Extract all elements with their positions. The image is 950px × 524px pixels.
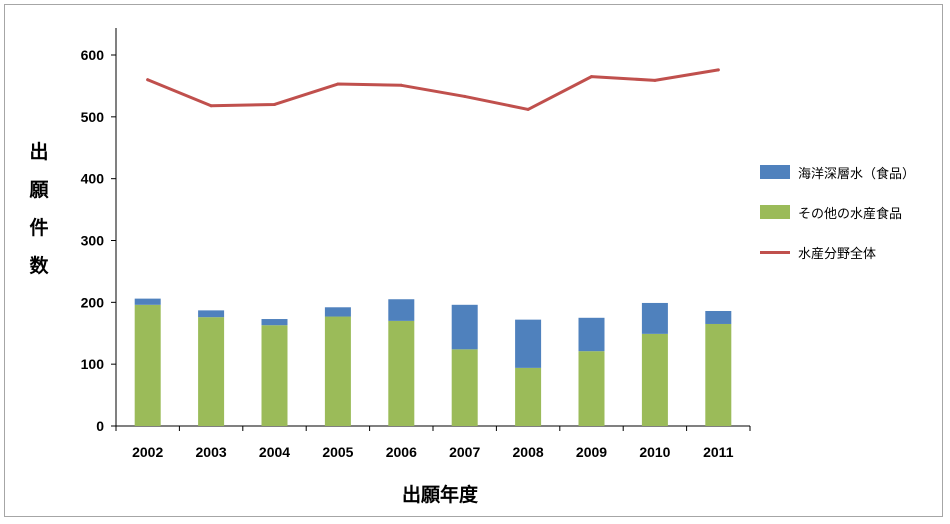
legend-label: 海洋深層水（食品） bbox=[798, 166, 916, 182]
bar-other-seafood bbox=[261, 325, 288, 426]
x-tick-label: 2010 bbox=[639, 444, 670, 460]
line-point bbox=[399, 83, 403, 87]
bar-deep-sea-water bbox=[705, 310, 732, 324]
line-point bbox=[146, 78, 150, 82]
x-tick-label: 2003 bbox=[196, 444, 227, 460]
y-axis-label: 出 願 件 数 bbox=[22, 140, 56, 278]
y-axis-label-char: 数 bbox=[29, 255, 49, 277]
y-tick-label: 400 bbox=[81, 171, 105, 187]
y-axis-label-char: 件 bbox=[29, 217, 49, 239]
bar-deep-sea-water bbox=[578, 317, 605, 352]
legend-swatch bbox=[760, 250, 790, 254]
bar-deep-sea-water bbox=[134, 298, 161, 305]
x-tick-label: 2004 bbox=[259, 444, 290, 460]
y-tick-label: 200 bbox=[81, 294, 105, 310]
bar-other-seafood bbox=[515, 367, 542, 426]
x-axis-label: 出願年度 bbox=[401, 484, 478, 506]
x-tick-label: 2005 bbox=[322, 444, 353, 460]
y-tick-label: 500 bbox=[81, 109, 105, 125]
legend-item-other-seafood: その他の水産食品 bbox=[760, 202, 915, 222]
line-point bbox=[653, 78, 657, 82]
bar-other-seafood bbox=[578, 351, 605, 426]
y-tick-label: 100 bbox=[81, 356, 105, 372]
line-point bbox=[590, 75, 593, 79]
line-point bbox=[716, 68, 720, 72]
x-tick-label: 2011 bbox=[703, 444, 734, 460]
bar-deep-sea-water bbox=[388, 299, 415, 321]
y-axis-label-char: 出 bbox=[29, 141, 49, 163]
bar-deep-sea-water bbox=[198, 310, 225, 318]
x-tick-label: 2008 bbox=[513, 444, 544, 460]
legend-item-fisheries-total: 水産分野全体 bbox=[760, 242, 915, 262]
bar-other-seafood bbox=[641, 333, 668, 426]
bar-other-seafood bbox=[134, 304, 161, 426]
bar-other-seafood bbox=[705, 323, 732, 426]
bar-other-seafood bbox=[324, 316, 351, 426]
x-tick-label: 2006 bbox=[386, 444, 417, 460]
line-point bbox=[209, 104, 213, 108]
line-fisheries-total bbox=[146, 68, 720, 111]
bar-other-seafood bbox=[388, 320, 415, 426]
x-tick-label: 2002 bbox=[132, 444, 163, 460]
bar-deep-sea-water bbox=[451, 304, 478, 350]
bar-deep-sea-water bbox=[261, 319, 288, 326]
y-tick-label: 0 bbox=[96, 418, 104, 434]
y-tick-label: 300 bbox=[81, 233, 105, 249]
legend-item-deep-sea-water: 海洋深層水（食品） bbox=[760, 162, 915, 182]
bar-deep-sea-water bbox=[324, 307, 351, 317]
y-tick-label: 600 bbox=[81, 47, 105, 63]
legend-swatch bbox=[760, 165, 790, 179]
y-axis-label-char: 願 bbox=[29, 179, 49, 201]
bar-deep-sea-water bbox=[515, 319, 542, 368]
line-point bbox=[526, 107, 530, 111]
bar-other-seafood bbox=[451, 349, 478, 426]
chart-frame bbox=[4, 4, 943, 517]
legend-swatch bbox=[760, 205, 790, 219]
legend: 海洋深層水（食品） その他の水産食品 水産分野全体 bbox=[760, 162, 915, 282]
line-point bbox=[336, 82, 340, 86]
legend-label: 水産分野全体 bbox=[798, 246, 877, 262]
bar-deep-sea-water bbox=[641, 302, 668, 334]
line-point bbox=[273, 102, 276, 106]
bar-other-seafood bbox=[198, 317, 225, 426]
legend-label: その他の水産食品 bbox=[798, 206, 903, 222]
x-tick-label: 2007 bbox=[449, 444, 480, 460]
line-point bbox=[463, 94, 467, 98]
x-tick-label: 2009 bbox=[576, 444, 607, 460]
